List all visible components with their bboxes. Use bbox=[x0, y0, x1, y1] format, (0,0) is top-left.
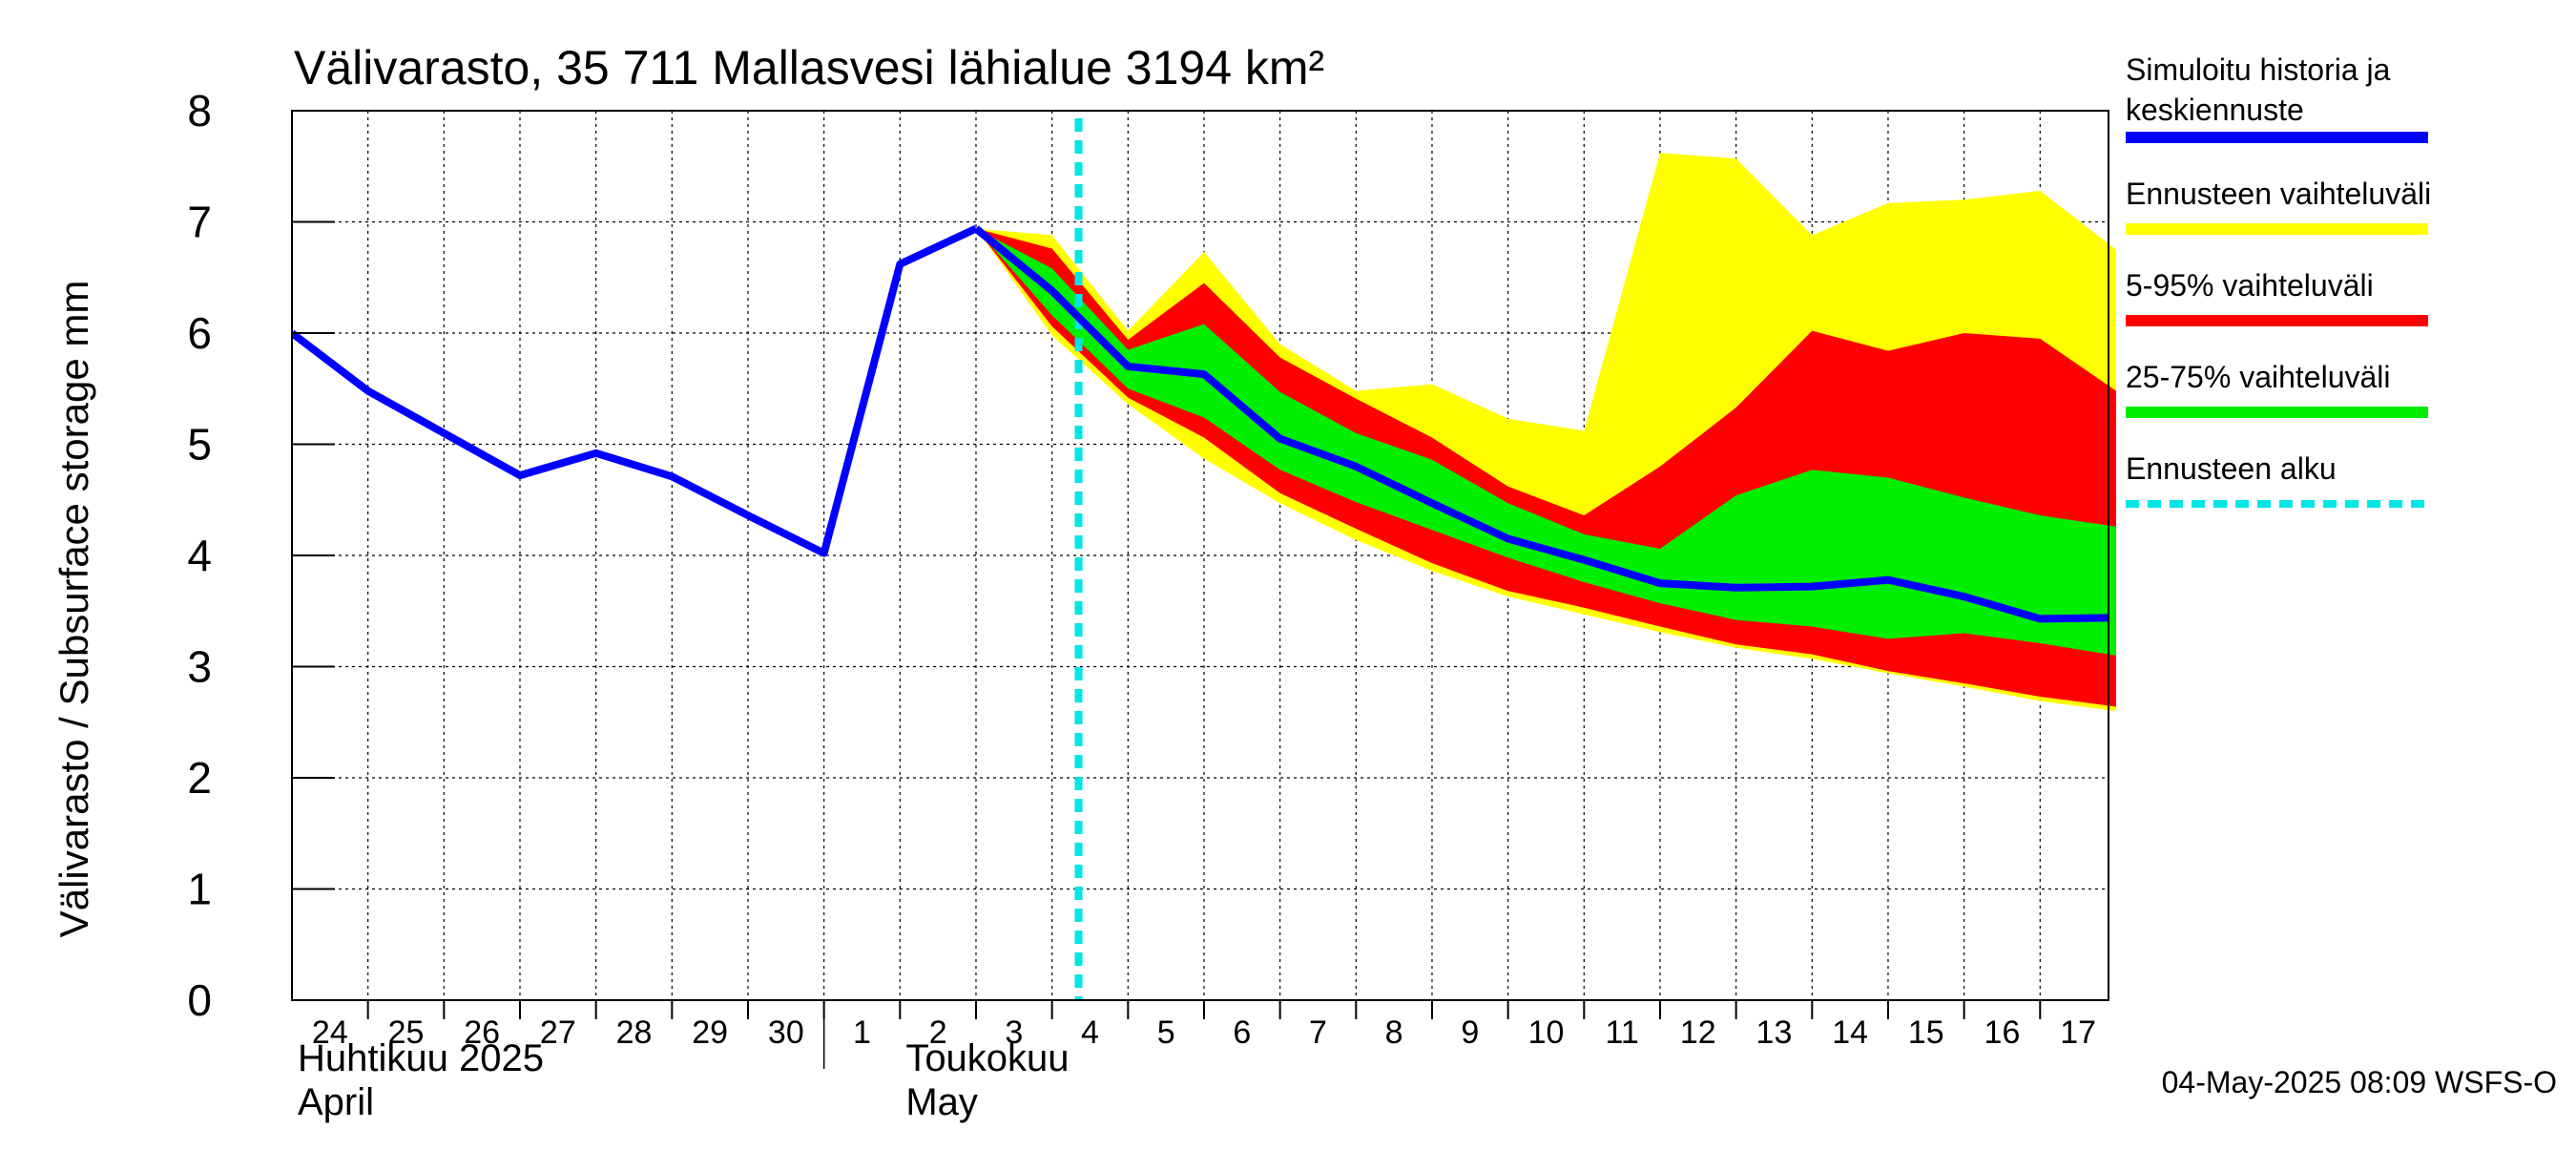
x-tick-label: 12 bbox=[1680, 1014, 1716, 1051]
x-tick-label: 14 bbox=[1832, 1014, 1868, 1051]
x-tick-label: 1 bbox=[853, 1014, 871, 1051]
y-axis-label: Välivarasto / Subsurface storage mm bbox=[52, 281, 96, 938]
series-lines bbox=[292, 118, 2109, 1000]
y-tick-label: 4 bbox=[187, 531, 212, 580]
legend-label: Simuloitu historia ja bbox=[2126, 52, 2391, 87]
x-tick-label: 25 bbox=[388, 1014, 425, 1051]
x-tick-label: 24 bbox=[312, 1014, 348, 1051]
y-tick-label: 3 bbox=[187, 642, 212, 692]
x-tick-label: 13 bbox=[1756, 1014, 1793, 1051]
footer-timestamp: 04-May-2025 08:09 WSFS-O bbox=[2162, 1065, 2557, 1099]
x-tick-label: 2 bbox=[929, 1014, 947, 1051]
x-tick-label: 3 bbox=[1005, 1014, 1023, 1051]
x-tick-label: 6 bbox=[1233, 1014, 1251, 1051]
x-tick-label: 28 bbox=[616, 1014, 653, 1051]
y-tick-label: 6 bbox=[187, 308, 212, 358]
x-tick-label: 10 bbox=[1528, 1014, 1565, 1051]
y-tick-label: 2 bbox=[187, 753, 212, 803]
legend-label: 25-75% vaihteluväli bbox=[2126, 360, 2391, 394]
x-tick-label: 9 bbox=[1461, 1014, 1479, 1051]
x-tick-label: 17 bbox=[2060, 1014, 2096, 1051]
median-forecast-line bbox=[973, 225, 2109, 623]
month-label: Toukokuu bbox=[905, 1037, 1069, 1079]
x-tick-label: 26 bbox=[464, 1014, 500, 1051]
x-tick-label: 15 bbox=[1908, 1014, 1944, 1051]
x-tick-label: 11 bbox=[1605, 1014, 1638, 1051]
month-label: Huhtikuu 2025 bbox=[298, 1037, 544, 1079]
legend-label: Ennusteen vaihteluväli bbox=[2126, 177, 2431, 211]
legend-label: 5-95% vaihteluväli bbox=[2126, 268, 2374, 303]
x-tick-label: 29 bbox=[692, 1014, 728, 1051]
history-line bbox=[292, 224, 978, 557]
x-tick-label: 16 bbox=[1984, 1014, 2021, 1051]
x-tick-label: 5 bbox=[1157, 1014, 1175, 1051]
y-tick-label: 1 bbox=[187, 865, 212, 914]
y-tick-label: 0 bbox=[187, 975, 212, 1025]
x-tick-label: 27 bbox=[540, 1014, 576, 1051]
x-tick-label: 8 bbox=[1385, 1014, 1403, 1051]
legend-label: Ennusteen alku bbox=[2126, 451, 2337, 486]
band-25-75% vaihteluväli bbox=[975, 228, 2116, 656]
y-tick-label: 5 bbox=[187, 420, 212, 470]
month-label-english: May bbox=[905, 1081, 978, 1123]
chart-title: Välivarasto, 35 711 Mallasvesi lähialue … bbox=[294, 41, 1324, 94]
month-label-english: April bbox=[298, 1081, 374, 1123]
x-tick-label: 30 bbox=[768, 1014, 804, 1051]
y-tick-label: 7 bbox=[187, 198, 212, 247]
x-tick-label: 4 bbox=[1081, 1014, 1099, 1051]
x-tick-label: 7 bbox=[1309, 1014, 1327, 1051]
y-tick-label: 8 bbox=[187, 86, 212, 136]
legend-label: keskiennuste bbox=[2126, 93, 2304, 127]
legend: Simuloitu historia ja keskiennuste Ennuste… bbox=[2126, 52, 2431, 508]
